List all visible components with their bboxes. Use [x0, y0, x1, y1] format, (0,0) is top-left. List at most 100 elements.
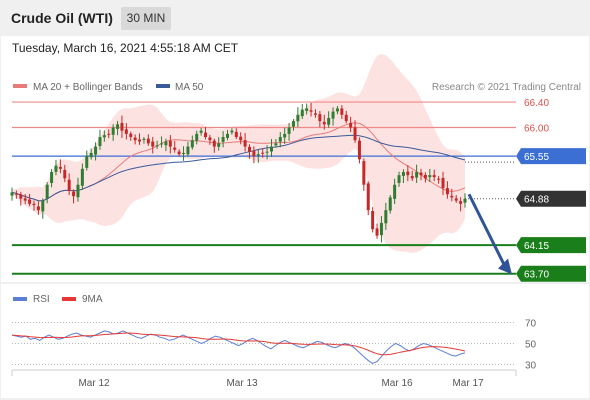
candle-body: [353, 127, 357, 141]
candle-body: [335, 108, 339, 112]
candle-body: [437, 178, 441, 180]
candle-body: [379, 222, 383, 236]
candle-body: [186, 146, 190, 155]
candle-body: [138, 139, 142, 142]
candle-body: [168, 140, 172, 147]
candle-body: [463, 198, 467, 203]
candle-body: [313, 113, 317, 115]
candle-body: [428, 175, 432, 178]
candle-body: [393, 184, 397, 199]
candle-body: [182, 152, 186, 155]
price-legend: MA 20 + Bollinger Bands MA 50 Research ©…: [13, 82, 581, 93]
candle-body: [305, 108, 309, 111]
candle-body: [199, 130, 203, 133]
candle-body: [133, 137, 137, 141]
candle-body: [28, 199, 32, 204]
ma20-legend-swatch: [13, 84, 27, 88]
candle-body: [415, 172, 419, 178]
candle-body: [32, 203, 36, 206]
forecast-arrow: [467, 193, 512, 275]
rsi-legend-swatch: [13, 297, 27, 301]
candle-body: [432, 175, 436, 178]
candle-body: [212, 140, 216, 147]
candle-body: [410, 176, 414, 179]
candle-body: [173, 147, 177, 150]
candle-body: [349, 122, 353, 128]
level-label-65-55: 65.55: [516, 148, 586, 165]
candle-body: [190, 140, 194, 148]
candle-body: [450, 195, 454, 198]
rsi-tick-70: 70: [525, 319, 537, 330]
candle-body: [278, 137, 282, 142]
candle-body: [67, 179, 71, 192]
datetime-label: Tuesday, March 16, 2021 4:55:18 AM CET: [12, 41, 239, 55]
candle-body: [217, 143, 221, 147]
level-label-66-00: 66.00: [524, 124, 549, 135]
x-tick-mar-13: Mar 13: [226, 378, 258, 389]
rsi-ma-legend-swatch: [62, 297, 76, 301]
candle-body: [230, 130, 234, 133]
candle-body: [177, 151, 181, 155]
candle-body: [54, 165, 58, 172]
candle-body: [309, 110, 313, 112]
candle-body: [265, 151, 269, 153]
candle-body: [423, 174, 427, 179]
candle-body: [327, 117, 331, 125]
candle-body: [344, 114, 348, 122]
candle-body: [300, 109, 304, 117]
candle-body: [247, 146, 251, 152]
candle-body: [151, 141, 155, 147]
x-tick-mar-17: Mar 17: [452, 378, 484, 389]
candle-body: [221, 137, 225, 142]
candle-body: [208, 137, 212, 141]
rsi-tick-30: 30: [525, 361, 537, 372]
candle-body: [164, 141, 168, 146]
candle-body: [419, 172, 423, 176]
instrument-title: Crude Oil (WTI): [11, 10, 113, 26]
forecast-arrow-shaft: [467, 193, 507, 268]
candle-body: [366, 183, 370, 211]
candle-body: [45, 184, 49, 199]
candle-body: [160, 143, 164, 145]
ma50-legend-label: MA 50: [175, 82, 204, 93]
candles: [10, 102, 467, 243]
x-tick-mar-16: Mar 16: [381, 378, 413, 389]
candle-body: [388, 197, 392, 211]
candle-body: [291, 121, 295, 127]
candle-body: [76, 184, 80, 198]
candle-body: [252, 151, 256, 157]
candle-body: [256, 154, 260, 156]
candle-body: [287, 127, 291, 134]
candle-body: [362, 161, 366, 185]
candle-body: [14, 193, 18, 195]
bollinger-band-fill: [12, 53, 465, 253]
candle-body: [120, 122, 124, 131]
level-label-63-70: 63.70: [516, 265, 586, 282]
level-label-64-88-text: 64.88: [524, 195, 549, 206]
forecast-arrow-head: [498, 258, 512, 275]
bollinger-band: [12, 53, 465, 253]
rsi-panel: 30 50 70: [11, 319, 537, 372]
candle-body: [155, 145, 159, 147]
timeframe-badge[interactable]: 30 MIN: [121, 7, 171, 30]
level-label-64-88-box: [516, 190, 586, 207]
candle-body: [89, 152, 93, 158]
candle-body: [129, 133, 133, 138]
candle-body: [124, 129, 128, 134]
candle-body: [19, 194, 23, 199]
candle-body: [261, 152, 265, 154]
candle-body: [234, 131, 238, 138]
candle-body: [226, 133, 230, 138]
level-labels: 66.40 66.00 65.55 64.88 64.15 63.70: [516, 98, 586, 282]
price-levels: [12, 101, 516, 275]
level-label-63-70-text: 63.70: [524, 270, 549, 281]
ma50-legend-swatch: [156, 84, 170, 88]
rsi-ma-line: [11, 332, 466, 356]
level-label-65-55-box: [516, 148, 586, 165]
candle-body: [454, 198, 458, 201]
candle-body: [80, 168, 84, 186]
candle-body: [72, 191, 76, 197]
x-tick-mar-12: Mar 12: [78, 378, 110, 389]
level-label-66-40: 66.40: [524, 98, 549, 109]
